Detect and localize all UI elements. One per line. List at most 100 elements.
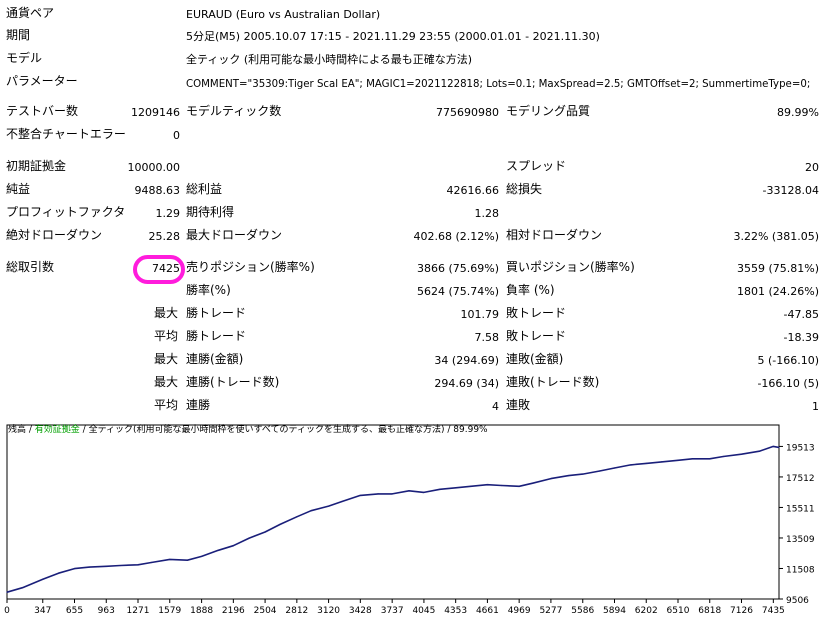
x-tick-label: 963 (98, 606, 115, 616)
gross-loss-value: -33128.04 (762, 184, 819, 197)
avg-loss-value: -18.39 (783, 331, 819, 344)
profit-factor-label: プロフィットファクタ (6, 205, 126, 219)
rel-drawdown-value: 3.22% (381.05) (733, 230, 819, 243)
max-consec-losses-money-value: 5 (-166.10) (757, 354, 819, 367)
balance-point (296, 516, 298, 518)
test-bars-label: テストバー数 (6, 104, 79, 118)
caption-balance: 残高 (8, 425, 27, 435)
net-profit-value: 9488.63 (134, 184, 181, 197)
balance-point (568, 474, 570, 477)
balance-point (6, 591, 8, 593)
avg-consec-wins-value: 4 (492, 400, 499, 413)
balance-point (722, 455, 724, 458)
balance-point (439, 488, 441, 490)
long-positions-value: 3559 (75.81%) (736, 262, 819, 275)
x-tick-label: 4353 (444, 606, 467, 616)
max-consec-count-prefix: 最大 (153, 375, 178, 389)
symbol-value: EURAUD (Euro vs Australian Dollar) (186, 8, 381, 21)
caption-sep-3: / (444, 425, 454, 435)
balance-point (518, 485, 520, 487)
balance-point (232, 545, 234, 547)
x-tick-label: 4045 (412, 606, 435, 616)
expected-payoff-label: 期待利得 (186, 205, 235, 219)
balance-point (105, 565, 107, 567)
balance-line (6, 445, 780, 593)
x-tick-label: 3120 (317, 606, 340, 616)
plot-frame (6, 424, 780, 600)
long-positions-label: 買いポジション(勝率%) (506, 260, 635, 274)
avg-win-label: 勝トレード (186, 329, 247, 343)
balance-point (327, 505, 330, 507)
max-drawdown-label: 最大ドローダウン (186, 228, 283, 242)
initial-deposit-value: 10000.00 (127, 161, 181, 174)
avg-consec-wins-label: 連勝 (186, 398, 211, 412)
max-consec-wins-count-label: 連勝(トレード数) (186, 375, 280, 389)
max-consec-losses-money-label: 連敗(金額) (506, 352, 564, 366)
balance-point (279, 523, 281, 525)
x-tick-label: 1271 (127, 606, 150, 616)
period-value: 5分足(M5) 2005.10.07 17:15 - 2021.11.29 23… (186, 30, 600, 43)
balance-point (629, 464, 632, 466)
balance-point (341, 500, 343, 503)
balance-point (310, 510, 312, 512)
y-tick-label: 17512 (786, 474, 815, 484)
symbol-label: 通貨ペア (6, 6, 55, 20)
parameters-label: パラメーター (6, 74, 78, 88)
caption-model: 全ティック(利用可能な最小時間枠を使いすべてのティックを生成する、最も正確な方法… (88, 425, 445, 435)
balance-point (186, 559, 188, 561)
balance-point (691, 458, 694, 460)
balance-point (408, 490, 410, 492)
net-profit-label: 純益 (6, 182, 31, 196)
balance-chart-svg: 19513 17512 15511 13509 11508 9506 0 347 655 963 1… (4, 424, 815, 616)
balance-point (740, 453, 743, 455)
avg-consec-losses-label: 連敗 (506, 398, 531, 412)
x-tick-label: 0 (4, 606, 10, 616)
mismatch-errors-label: 不整合チャートエラー (6, 127, 126, 141)
abs-drawdown-label: 絶対ドローダウン (6, 228, 103, 242)
balance-point (217, 549, 219, 551)
balance-point (119, 564, 121, 567)
x-tick-label: 3737 (381, 606, 404, 616)
balance-point (248, 537, 250, 539)
model-quality-label: モデリング品質 (506, 104, 591, 118)
balance-point (778, 446, 780, 448)
balance-point (21, 587, 24, 589)
balance-point (772, 445, 774, 448)
total-trades-label: 総取引数 (6, 260, 55, 274)
caption-equity: 有効証拠金 (34, 425, 80, 435)
avg-consec-losses-value: 1 (812, 400, 819, 413)
balance-point (200, 555, 203, 558)
model-ticks-label: モデルティック数 (186, 104, 282, 118)
balance-point (264, 531, 266, 533)
balance-point (169, 558, 171, 561)
max-drawdown-value: 402.68 (2.12%) (413, 230, 499, 243)
x-tick-label: 1579 (158, 606, 181, 616)
x-tick-label: 5586 (571, 606, 594, 616)
caption-quality: 89.99% (453, 425, 488, 435)
rel-drawdown-label: 相対ドローダウン (506, 228, 603, 242)
test-bars-value: 1209146 (131, 106, 180, 119)
max-win-label: 勝トレード (186, 306, 247, 320)
avg-prefix: 平均 (153, 329, 178, 343)
y-tick-label: 19513 (786, 443, 815, 453)
gross-loss-label: 総損失 (506, 182, 543, 196)
max-consec-wins-money-label: 連勝(金額) (186, 352, 244, 366)
x-tick-label: 7126 (730, 606, 753, 616)
balance-point (455, 487, 457, 489)
balance-point (391, 493, 393, 495)
spread-label: スプレッド (506, 159, 567, 173)
y-tick-label: 9506 (786, 596, 809, 606)
caption-sep-1: / (26, 425, 35, 435)
total-trades-highlight (133, 255, 185, 284)
chart-caption: 残高 / 有効証拠金 / 全ティック(利用可能な最小時間枠を使いすべてのティック… (8, 424, 488, 436)
avg-win-value: 7.58 (474, 331, 500, 344)
balance-point (599, 470, 601, 472)
max-consec-wins-count-value: 294.69 (34) (434, 377, 499, 390)
x-tick-label: 4661 (476, 606, 499, 616)
balance-point (57, 572, 60, 574)
max-consec-wins-money-value: 34 (294.69) (434, 354, 499, 367)
short-positions-label: 売りポジション(勝率%) (186, 260, 315, 274)
x-tick-label: 2196 (222, 606, 245, 616)
loss-rate-label: 負率 (%) (506, 283, 555, 297)
balance-point (88, 566, 91, 568)
